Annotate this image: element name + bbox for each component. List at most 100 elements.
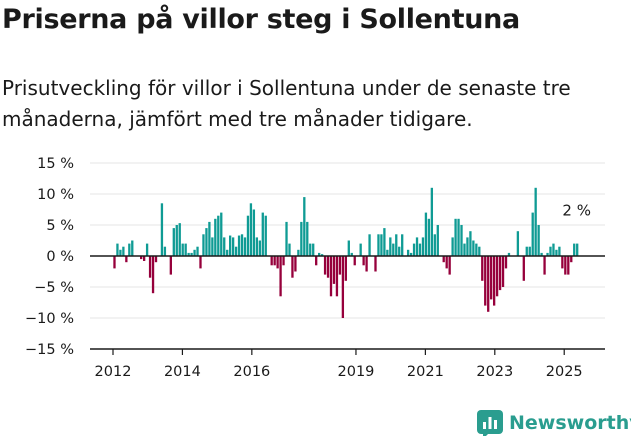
bar — [359, 243, 362, 256]
bar — [335, 256, 339, 297]
x-tick-label: 2012 — [95, 364, 132, 380]
newsworthy-logo: Newsworthy — [477, 410, 631, 436]
bar — [223, 237, 226, 256]
bar — [573, 243, 576, 256]
bar — [154, 256, 158, 263]
bar — [300, 221, 303, 256]
bar — [291, 256, 294, 278]
bar — [567, 256, 570, 275]
bar — [430, 187, 434, 256]
bar — [558, 246, 561, 256]
bar — [501, 256, 505, 287]
x-tick-label: 2021 — [407, 364, 444, 380]
x-tick-label: 2025 — [546, 364, 583, 380]
y-tick-label: 0 % — [46, 249, 74, 265]
brand-name: Newsworthy — [509, 412, 631, 434]
bar — [490, 256, 493, 300]
bar — [125, 256, 128, 263]
bar — [457, 218, 460, 256]
bar — [255, 237, 259, 256]
bar — [362, 256, 365, 266]
bar — [380, 234, 383, 256]
bar — [504, 256, 508, 269]
bar — [552, 243, 555, 256]
bar — [368, 234, 371, 256]
bar — [365, 256, 368, 272]
bar — [472, 240, 475, 256]
bar — [338, 256, 342, 275]
bar — [128, 243, 131, 256]
bar — [433, 234, 436, 256]
bars — [90, 187, 605, 318]
bar — [205, 228, 208, 256]
bar — [436, 225, 439, 256]
bar — [525, 246, 528, 256]
bar — [460, 225, 463, 256]
bar — [546, 252, 549, 256]
bar — [276, 256, 279, 269]
bar — [421, 237, 425, 256]
bar — [549, 246, 552, 256]
y-tick-label: −15 % — [25, 342, 74, 358]
bar — [326, 256, 330, 278]
bar — [148, 256, 152, 278]
bar — [184, 243, 187, 256]
bar — [273, 256, 276, 266]
x-tick-label: 2019 — [338, 364, 375, 380]
bar — [315, 256, 318, 266]
bar — [401, 234, 404, 256]
x-tick-label: 2014 — [164, 364, 201, 380]
bar — [323, 256, 327, 275]
bar — [507, 252, 511, 256]
x-tick-label: 2023 — [476, 364, 513, 380]
bar — [208, 221, 211, 256]
bar — [282, 256, 285, 266]
bar — [317, 252, 321, 256]
bar — [211, 237, 214, 256]
bar — [442, 256, 445, 263]
newsworthy-logo-icon — [477, 410, 503, 436]
bar — [160, 203, 164, 256]
bar — [341, 256, 345, 318]
bar — [347, 240, 350, 256]
bar — [463, 243, 466, 256]
bar — [409, 252, 413, 256]
bar — [214, 218, 217, 256]
bar — [312, 243, 315, 256]
bar — [169, 256, 172, 275]
bar — [163, 246, 167, 256]
bar — [113, 256, 116, 269]
bar — [531, 212, 534, 256]
bar — [116, 243, 119, 256]
bar — [406, 249, 410, 256]
bar — [270, 256, 273, 266]
bar — [564, 256, 567, 275]
bar — [261, 212, 264, 256]
bar — [377, 234, 380, 256]
bar — [234, 246, 238, 256]
bar — [258, 240, 261, 256]
bar — [451, 237, 454, 256]
bar — [540, 252, 543, 256]
bar — [196, 246, 199, 256]
bar — [570, 256, 573, 263]
bar — [415, 237, 419, 256]
bar — [555, 249, 558, 256]
bar — [199, 256, 202, 269]
bar — [498, 256, 502, 291]
bar — [412, 243, 416, 256]
bar — [475, 243, 478, 256]
bar — [243, 237, 247, 256]
bar — [374, 256, 377, 272]
bar — [492, 256, 496, 306]
bar — [151, 256, 155, 294]
page-title: Priserna på villor steg i Sollentuna — [2, 4, 520, 35]
bar — [353, 256, 356, 266]
bar — [516, 231, 520, 256]
bar — [495, 256, 499, 297]
bar — [297, 249, 300, 256]
bar — [190, 252, 193, 256]
bar — [537, 225, 540, 256]
bar — [264, 215, 267, 256]
